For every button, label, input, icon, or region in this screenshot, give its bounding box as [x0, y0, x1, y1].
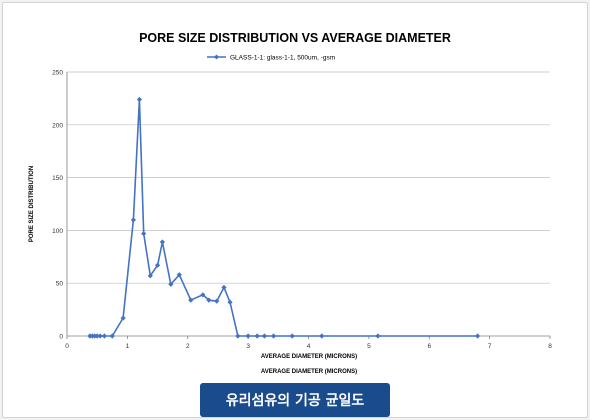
legend: GLASS-1-1: glass-1-1, 500um, -gsm	[207, 54, 335, 62]
y-axis-title: PORE SIZE DISTRIBUTION	[29, 166, 35, 242]
data-point	[221, 284, 227, 291]
y-tick-label: 50	[56, 281, 64, 288]
x-tick-label: 1	[126, 343, 130, 350]
legend-marker	[214, 54, 219, 60]
x-tick-label: 6	[427, 343, 431, 350]
data-point	[136, 96, 143, 103]
data-point	[94, 333, 100, 339]
x-axis-title-secondary: AVERAGE DIAMETER (MICRONS)	[261, 369, 357, 375]
data-point	[235, 333, 241, 339]
gridlines	[67, 71, 550, 284]
data-point	[200, 292, 206, 298]
data-point	[147, 273, 153, 279]
caption-banner: 유리섬유의 기공 균일도	[200, 383, 390, 417]
y-tick-label: 0	[59, 334, 63, 341]
data-point	[109, 333, 115, 339]
x-tick-label: 8	[548, 343, 552, 350]
data-point	[120, 315, 126, 321]
y-tick-labels: 0 50 100 150 200 250	[52, 70, 63, 341]
data-point	[154, 262, 161, 268]
data-point	[101, 333, 108, 339]
data-point	[130, 217, 137, 223]
data-point	[319, 333, 325, 339]
data-point	[141, 230, 147, 237]
data-point	[474, 333, 481, 339]
x-tick-label: 0	[65, 343, 69, 350]
y-tick-label: 100	[52, 228, 63, 235]
x-tick-label: 3	[246, 343, 250, 350]
data-point	[245, 333, 251, 339]
legend-label: GLASS-1-1: glass-1-1, 500um, -gsm	[230, 55, 335, 62]
data-point	[254, 333, 260, 339]
data-point	[289, 333, 295, 339]
series-line	[89, 99, 478, 337]
x-tick-label: 7	[488, 343, 492, 350]
data-point	[261, 333, 268, 339]
data-point	[214, 298, 220, 304]
x-axis-title: AVERAGE DIAMETER (MICRONS)	[261, 354, 357, 360]
data-point	[375, 333, 381, 339]
chart-title: PORE SIZE DISTRIBUTION VS AVERAGE DIAMET…	[139, 31, 451, 45]
y-tick-label: 250	[52, 70, 63, 77]
y-tick-label: 150	[52, 175, 63, 182]
series-glass-1-1	[87, 96, 481, 339]
data-point	[270, 333, 277, 339]
data-point	[206, 297, 212, 303]
x-tick-label: 4	[307, 343, 311, 350]
x-tick-labels: 0 1 2 3 4 5 6 7 8	[65, 343, 552, 350]
data-point	[97, 333, 103, 339]
data-point	[159, 239, 165, 245]
y-tick-label: 200	[52, 122, 63, 129]
data-point	[188, 297, 194, 303]
data-point	[227, 299, 233, 305]
data-point	[168, 281, 174, 287]
x-tick-label: 2	[186, 343, 190, 350]
data-point	[176, 272, 182, 278]
x-tick-label: 5	[367, 343, 371, 350]
